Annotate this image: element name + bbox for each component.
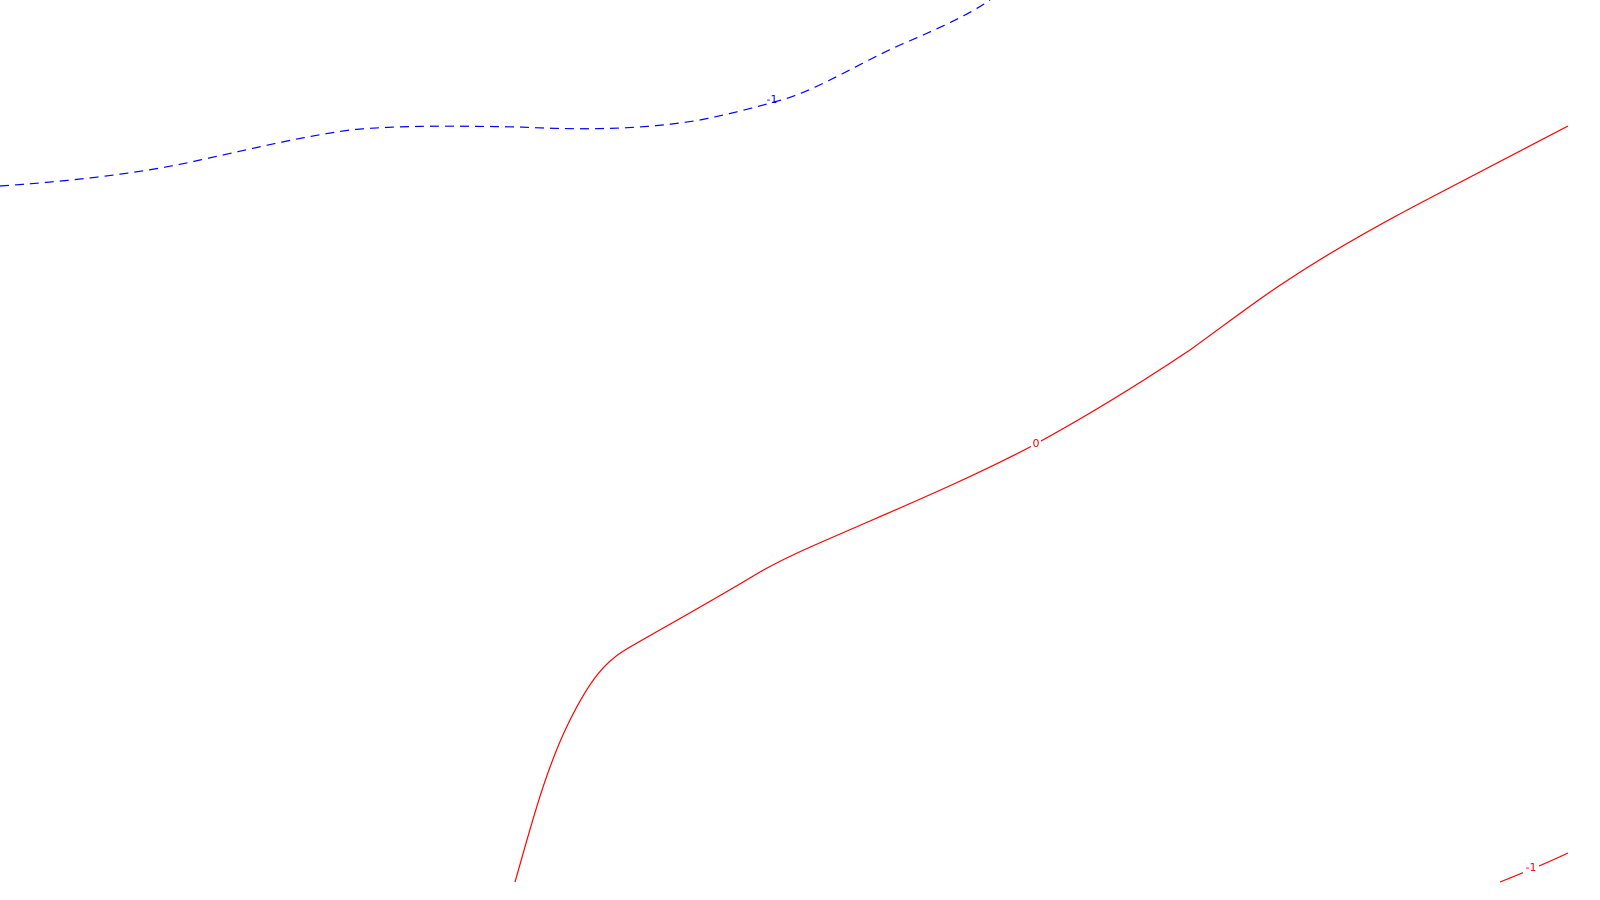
contour-label-blue: -1 xyxy=(767,93,778,106)
contour-line-red-main: 0 xyxy=(514,125,1569,883)
contour-label-red-corner-bg xyxy=(1523,861,1539,874)
contour-line-blue: -1 xyxy=(0,0,991,187)
contour-label-red-corner: -1 xyxy=(1526,861,1537,874)
contour-path-red-main xyxy=(514,125,1569,883)
contour-line-red-corner: -1 xyxy=(1499,852,1569,883)
contour-label-red-main: 0 xyxy=(1033,437,1040,450)
contour-path-blue xyxy=(0,0,991,187)
contour-label-red-main-bg xyxy=(1031,437,1041,450)
